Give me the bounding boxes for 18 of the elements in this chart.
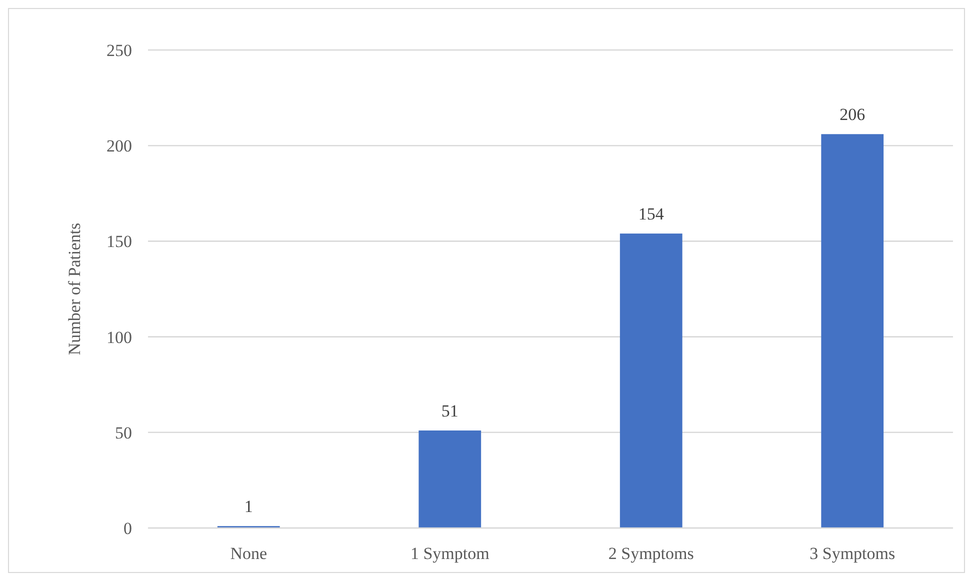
bar [418, 430, 482, 528]
x-tick-label: 1 Symptom [410, 544, 490, 563]
data-label: 206 [840, 105, 866, 124]
x-tick-label: 3 Symptoms [810, 544, 896, 563]
y-tick-label: 50 [115, 423, 132, 442]
y-tick-label: 100 [106, 328, 132, 347]
bar [620, 234, 682, 528]
bar [821, 134, 884, 528]
y-tick-label: 200 [106, 136, 132, 156]
data-label: 51 [441, 401, 458, 420]
y-tick-label: 0 [124, 518, 132, 538]
data-label: 1 [244, 497, 253, 516]
y-tick-label: 250 [106, 40, 132, 60]
data-label: 154 [638, 204, 664, 224]
y-tick-label: 150 [106, 232, 132, 252]
y-axis-title: Number of Patients [65, 222, 84, 356]
x-tick-label: 2 Symptoms [608, 544, 694, 563]
x-tick-label: None [230, 544, 268, 563]
